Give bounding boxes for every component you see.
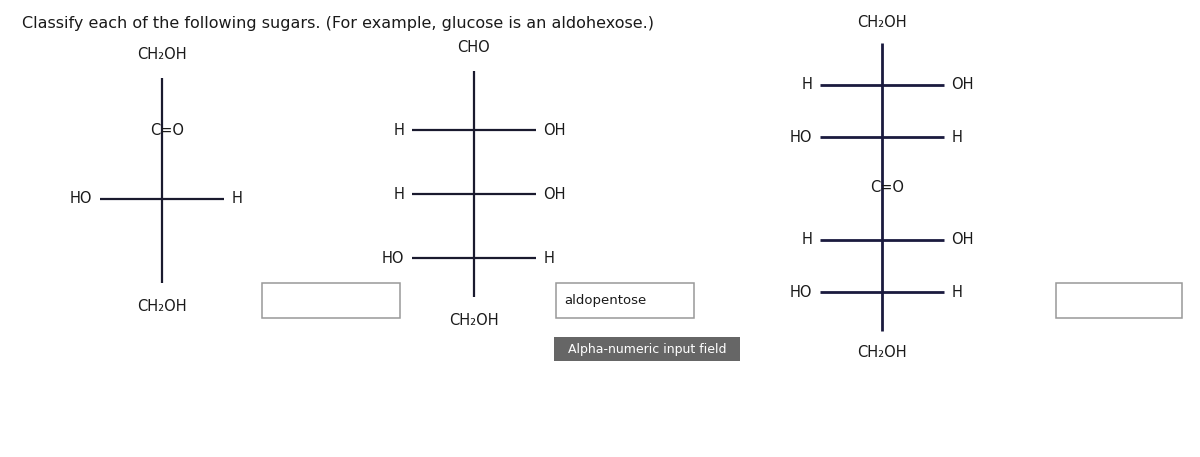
Text: H: H <box>952 285 962 300</box>
Text: CH₂OH: CH₂OH <box>857 15 907 30</box>
Text: CHO: CHO <box>457 40 491 55</box>
Text: aldopentose: aldopentose <box>564 294 647 307</box>
Text: HO: HO <box>70 191 92 206</box>
Text: CH₂OH: CH₂OH <box>857 345 907 360</box>
Text: H: H <box>802 77 812 92</box>
FancyBboxPatch shape <box>1056 283 1182 318</box>
Text: CH₂OH: CH₂OH <box>137 47 187 62</box>
Text: HO: HO <box>790 285 812 300</box>
FancyBboxPatch shape <box>262 283 400 318</box>
Text: OH: OH <box>952 77 974 92</box>
Text: Classify each of the following sugars. (For example, glucose is an aldohexose.): Classify each of the following sugars. (… <box>22 16 654 31</box>
Text: H: H <box>952 130 962 144</box>
Text: HO: HO <box>790 130 812 144</box>
Text: HO: HO <box>382 251 404 266</box>
Text: CH₂OH: CH₂OH <box>137 299 187 314</box>
Text: OH: OH <box>952 233 974 247</box>
Text: OH: OH <box>544 187 566 202</box>
FancyBboxPatch shape <box>554 337 740 361</box>
Text: OH: OH <box>544 123 566 138</box>
Text: H: H <box>232 191 242 206</box>
Text: C=O: C=O <box>150 123 184 138</box>
Text: C=O: C=O <box>870 180 904 195</box>
Text: CH₂OH: CH₂OH <box>449 313 499 328</box>
Text: H: H <box>394 187 404 202</box>
Text: H: H <box>544 251 554 266</box>
Text: H: H <box>802 233 812 247</box>
Text: Alpha-numeric input field: Alpha-numeric input field <box>568 343 727 356</box>
Text: H: H <box>394 123 404 138</box>
FancyBboxPatch shape <box>556 283 694 318</box>
